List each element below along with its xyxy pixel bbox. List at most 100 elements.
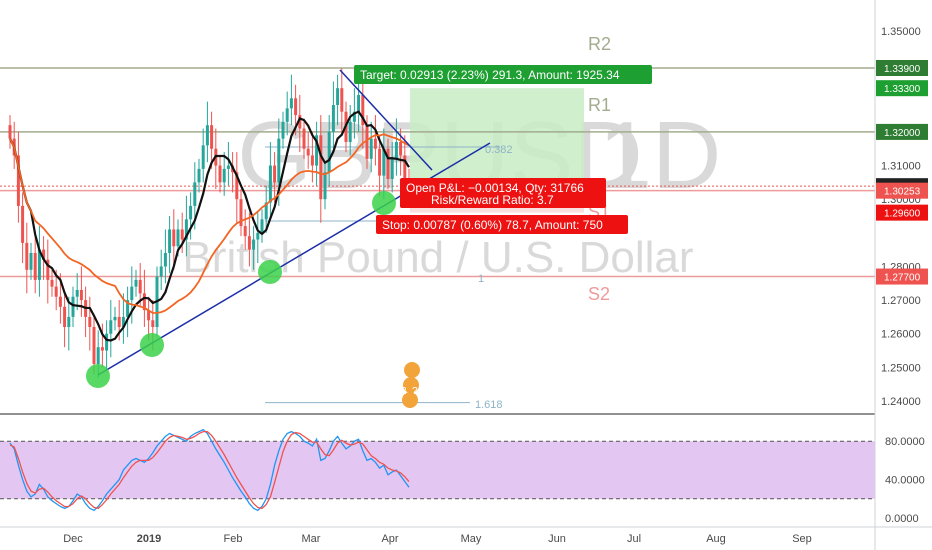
candle-body xyxy=(29,252,33,270)
price-tag-label: 1.33900 xyxy=(884,64,921,75)
price-tag-bg xyxy=(876,80,928,97)
candle-body xyxy=(168,229,172,253)
candle-body xyxy=(260,219,264,233)
stochastic-d-line xyxy=(9,430,410,510)
candle-body xyxy=(273,165,277,183)
candle-body xyxy=(306,148,310,156)
candle-body xyxy=(109,320,113,334)
candle-body xyxy=(281,121,285,139)
price-tag-bg xyxy=(876,123,928,140)
candle-body xyxy=(147,310,151,321)
candle-body xyxy=(352,111,356,122)
candle-body xyxy=(239,199,243,227)
candle-body xyxy=(75,289,79,297)
fib-label-0382: 0.382 xyxy=(485,144,513,156)
stop-text: Stop: 0.00787 (0.60%) 78.7, Amount: 750 xyxy=(382,218,603,232)
touch-points xyxy=(86,191,396,388)
candle-body xyxy=(310,155,314,166)
candle-body xyxy=(218,165,222,183)
candle-body xyxy=(319,135,323,200)
time-tick-label: 2019 xyxy=(137,533,161,545)
time-tick-label: May xyxy=(461,533,482,545)
candle-body xyxy=(390,158,394,179)
candle-body xyxy=(323,172,327,200)
candle-body xyxy=(365,125,369,159)
fib-label-1: 1 xyxy=(478,273,484,285)
price-tag-label: 1.32000 xyxy=(884,128,921,139)
candle-body xyxy=(361,94,365,126)
candle-body xyxy=(205,125,209,146)
candle-body xyxy=(142,293,146,311)
candle-body xyxy=(105,333,109,351)
target-text: Target: 0.02913 (2.23%) 291.3, Amount: 1… xyxy=(360,68,620,82)
candlestick-series xyxy=(8,67,411,378)
candle-body xyxy=(193,182,197,206)
candle-body xyxy=(268,165,272,203)
candle-body xyxy=(336,88,340,105)
candle-body xyxy=(88,316,92,327)
candle-body xyxy=(378,148,382,176)
touch-point-marker xyxy=(140,333,164,357)
stochastic-tick-label: 40.0000 xyxy=(885,475,925,487)
candle-body xyxy=(159,266,163,277)
candle-body xyxy=(399,141,403,156)
time-tick-label: Mar xyxy=(302,533,321,545)
uk-flag-icon xyxy=(403,377,419,393)
candle-body xyxy=(134,279,138,287)
candle-body xyxy=(138,279,142,294)
candle-body xyxy=(92,326,96,364)
stop-box[interactable]: Stop: 0.00787 (0.60%) 78.7, Amount: 750 xyxy=(376,215,628,234)
time-tick-label: Sep xyxy=(792,533,812,545)
stochastic-tick-label: 80.0000 xyxy=(885,436,925,448)
ma-fast-line xyxy=(9,110,410,342)
candle-body xyxy=(46,259,50,280)
candle-body xyxy=(117,316,121,327)
label-r1: R1 xyxy=(588,95,611,115)
candle-body xyxy=(222,168,226,183)
target-box[interactable]: Target: 0.02913 (2.23%) 291.3, Amount: 1… xyxy=(354,65,652,84)
price-tags: 1.339001.333001.320001.303871.302531.296… xyxy=(876,59,928,285)
watermark-interval: 1D xyxy=(599,102,722,209)
candle-body xyxy=(235,172,239,200)
stochastic-band xyxy=(0,441,875,499)
candle-body xyxy=(331,104,335,132)
event-markers[interactable]: 8 2 ? xyxy=(401,362,426,408)
candle-body xyxy=(197,168,201,183)
price-tick-label: 1.27000 xyxy=(881,295,921,307)
price-tag-bg xyxy=(876,268,928,285)
time-tick-label: Aug xyxy=(706,533,726,545)
candle-body xyxy=(180,229,184,240)
candle-body xyxy=(172,229,176,247)
time-tick-label: Dec xyxy=(63,533,83,545)
candle-body xyxy=(256,232,260,240)
touch-point-marker xyxy=(258,260,282,284)
touch-point-marker xyxy=(372,191,396,215)
candle-body xyxy=(243,226,247,237)
price-tick-label: 1.24000 xyxy=(881,396,921,408)
candle-body xyxy=(163,252,167,267)
rr-text: Risk/Reward Ratio: 3.7 xyxy=(431,193,554,207)
candle-body xyxy=(126,300,130,317)
candle-body xyxy=(79,289,83,301)
candle-body xyxy=(357,94,361,112)
open-pl-box[interactable]: Open P&L: −0.00134, Qty: 31766 Risk/Rewa… xyxy=(400,178,606,208)
candle-body xyxy=(327,131,331,173)
candle-body xyxy=(298,115,302,129)
price-tag-bg xyxy=(876,204,928,221)
candle-body xyxy=(184,219,188,240)
time-tick-label: Apr xyxy=(381,533,398,545)
touch-point-marker xyxy=(86,364,110,388)
candle-body xyxy=(42,249,46,260)
price-tag-bg xyxy=(876,59,928,76)
candle-body xyxy=(50,279,54,287)
moving-averages xyxy=(9,110,410,342)
candle-body xyxy=(189,205,193,220)
candle-body xyxy=(403,155,407,179)
price-tag-label: 1.27700 xyxy=(884,273,921,284)
candle-body xyxy=(386,148,390,179)
price-tag-bg xyxy=(876,182,928,199)
candle-body xyxy=(340,88,344,112)
event-count-3: ? xyxy=(412,386,418,397)
candle-body xyxy=(151,320,155,327)
